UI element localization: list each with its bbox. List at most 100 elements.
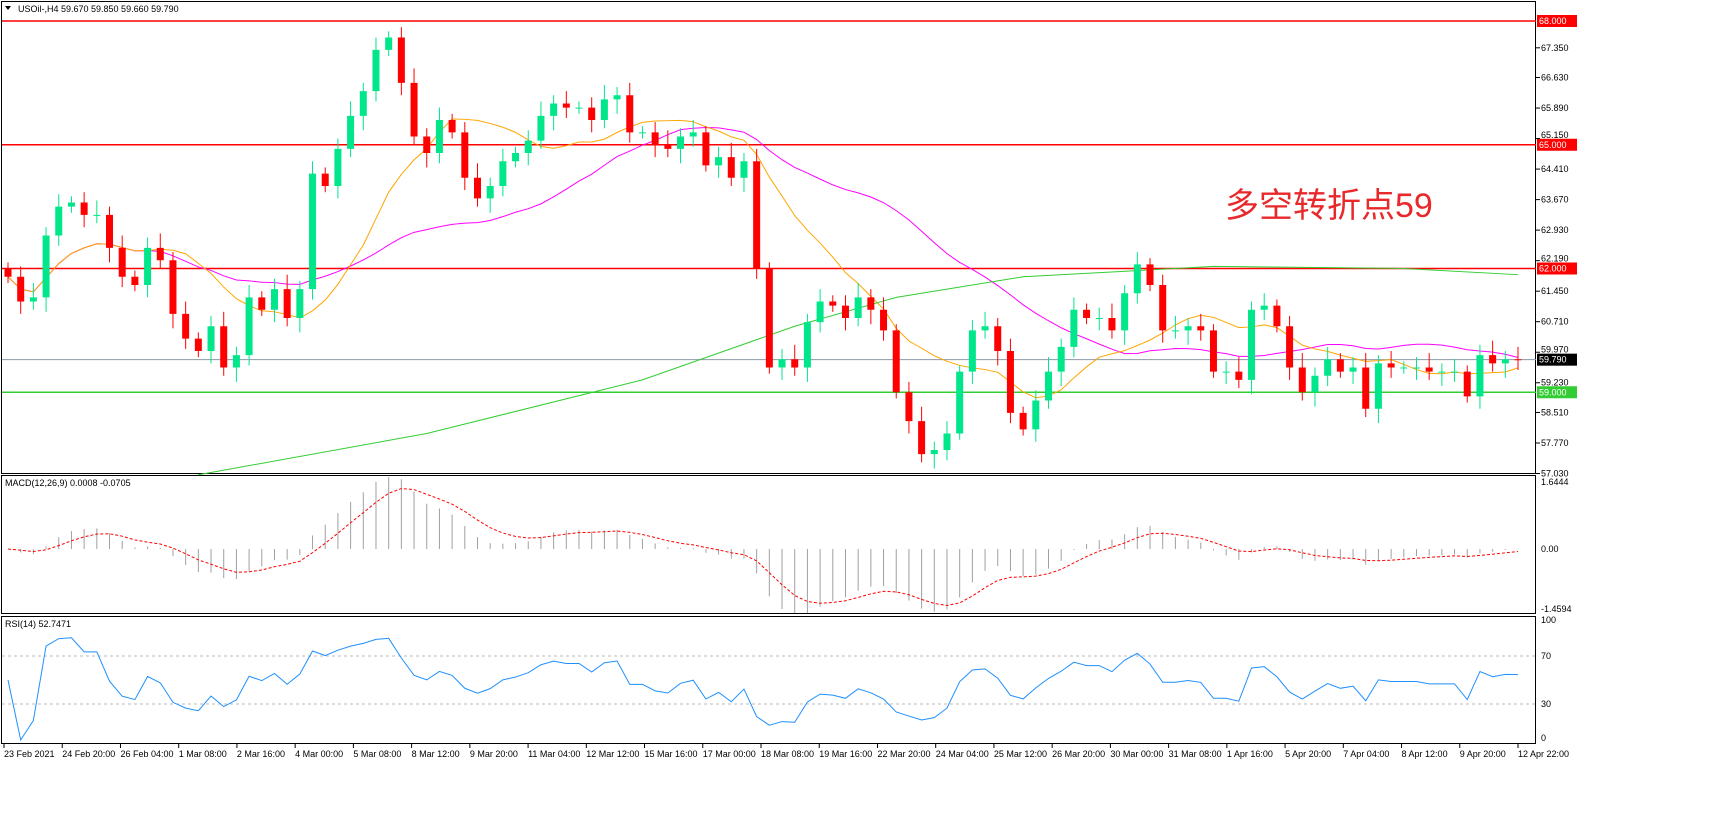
price-tick-label: 57.030	[1541, 469, 1569, 479]
candle-body	[956, 371, 964, 434]
candle	[29, 282, 37, 310]
candle-body	[1514, 359, 1522, 361]
candle-body	[309, 173, 317, 290]
time-tick-label: 26 Feb 04:00	[120, 749, 173, 759]
candle	[1260, 293, 1268, 321]
time-tick-label: 4 Mar 00:00	[295, 749, 343, 759]
candle	[131, 270, 139, 292]
candle-body	[67, 202, 75, 207]
candle-body	[1400, 367, 1408, 369]
candle	[1248, 301, 1256, 395]
time-tick-label: 19 Mar 16:00	[819, 749, 872, 759]
candle-body	[258, 297, 266, 310]
candle	[841, 295, 849, 331]
candle	[144, 237, 152, 298]
candle	[1019, 406, 1027, 436]
price-tick-label: 58.510	[1541, 407, 1569, 417]
candle	[613, 87, 621, 114]
candle	[1057, 338, 1065, 387]
candle	[270, 278, 278, 323]
axes: 67.350 66.630 65.890 65.150 64.410 63.670 62.9…	[3, 43, 1572, 759]
candle-body	[1057, 346, 1065, 372]
candle-body	[918, 421, 926, 455]
candle-body	[283, 289, 291, 318]
candle	[93, 200, 101, 224]
candle-body	[106, 214, 114, 248]
candle-body	[829, 301, 837, 306]
candle	[1108, 303, 1116, 339]
candle-body	[1159, 285, 1167, 331]
price-tick-label: 64.410	[1541, 164, 1569, 174]
candle	[1184, 318, 1192, 345]
candle-body	[740, 161, 748, 178]
rsi-tick-label: 100	[1541, 615, 1556, 625]
macd-tick-label: -1.4594	[1541, 604, 1572, 614]
candle-body	[144, 247, 152, 285]
candle-body	[867, 297, 875, 310]
candle	[42, 227, 50, 312]
candle	[1451, 359, 1459, 382]
candle-body	[600, 99, 608, 120]
candle-body	[1095, 318, 1103, 319]
candle	[245, 285, 253, 366]
ma-slow-line	[198, 265, 1519, 476]
candle-body	[42, 235, 50, 298]
candle	[600, 84, 608, 129]
candle	[918, 406, 926, 463]
moving-averages	[7, 118, 1519, 476]
candle	[702, 126, 710, 172]
candle-body	[930, 450, 938, 455]
candle-body	[1083, 309, 1091, 318]
candle-body	[968, 330, 976, 372]
candle-body	[118, 247, 126, 277]
candle	[791, 344, 799, 376]
candle	[1362, 353, 1370, 417]
candle-body	[753, 161, 761, 269]
time-tick-label: 11 Mar 04:00	[528, 749, 580, 759]
candle-body	[1146, 264, 1154, 285]
time-tick-label: 8 Mar 12:00	[412, 749, 460, 759]
price-tick-label: 61.450	[1541, 286, 1569, 296]
time-tick-label: 1 Mar 08:00	[179, 749, 227, 759]
candle	[905, 381, 913, 434]
price-tick-label: 59.230	[1541, 377, 1569, 387]
candle-body	[334, 148, 342, 186]
candle	[499, 148, 507, 197]
candle	[486, 177, 494, 213]
candle	[347, 101, 355, 158]
candle	[956, 365, 964, 440]
collapse-triangle-icon[interactable]	[5, 6, 11, 10]
price-tick-label: 60.710	[1541, 317, 1569, 327]
candle-body	[17, 276, 25, 302]
candle-body	[1501, 359, 1509, 364]
level-label: 59.000	[1539, 387, 1567, 397]
time-tick-label: 18 Mar 08:00	[761, 749, 814, 759]
candle-body	[1184, 326, 1192, 331]
candle-body	[55, 206, 63, 236]
candle	[207, 315, 215, 364]
candle-body	[1286, 326, 1294, 368]
candle-body	[1006, 351, 1014, 413]
candle	[550, 95, 558, 131]
candle	[537, 101, 545, 149]
candle	[689, 120, 697, 147]
candle	[1133, 252, 1141, 304]
rsi-tick-label: 30	[1541, 699, 1551, 709]
price-tick-label: 62.190	[1541, 254, 1569, 264]
candle-body	[473, 177, 481, 199]
candle-body	[841, 305, 849, 318]
candle-body	[537, 115, 545, 141]
candle	[118, 235, 126, 288]
current-price-label-bg	[1537, 353, 1577, 366]
candle	[448, 113, 456, 139]
candle	[473, 163, 481, 207]
level-label: 68.000	[1539, 16, 1567, 26]
candle-body	[562, 103, 570, 108]
candle	[1083, 303, 1091, 325]
candle	[232, 346, 240, 382]
candle	[461, 122, 469, 191]
candle-body	[803, 322, 811, 368]
candle-body	[194, 338, 202, 351]
